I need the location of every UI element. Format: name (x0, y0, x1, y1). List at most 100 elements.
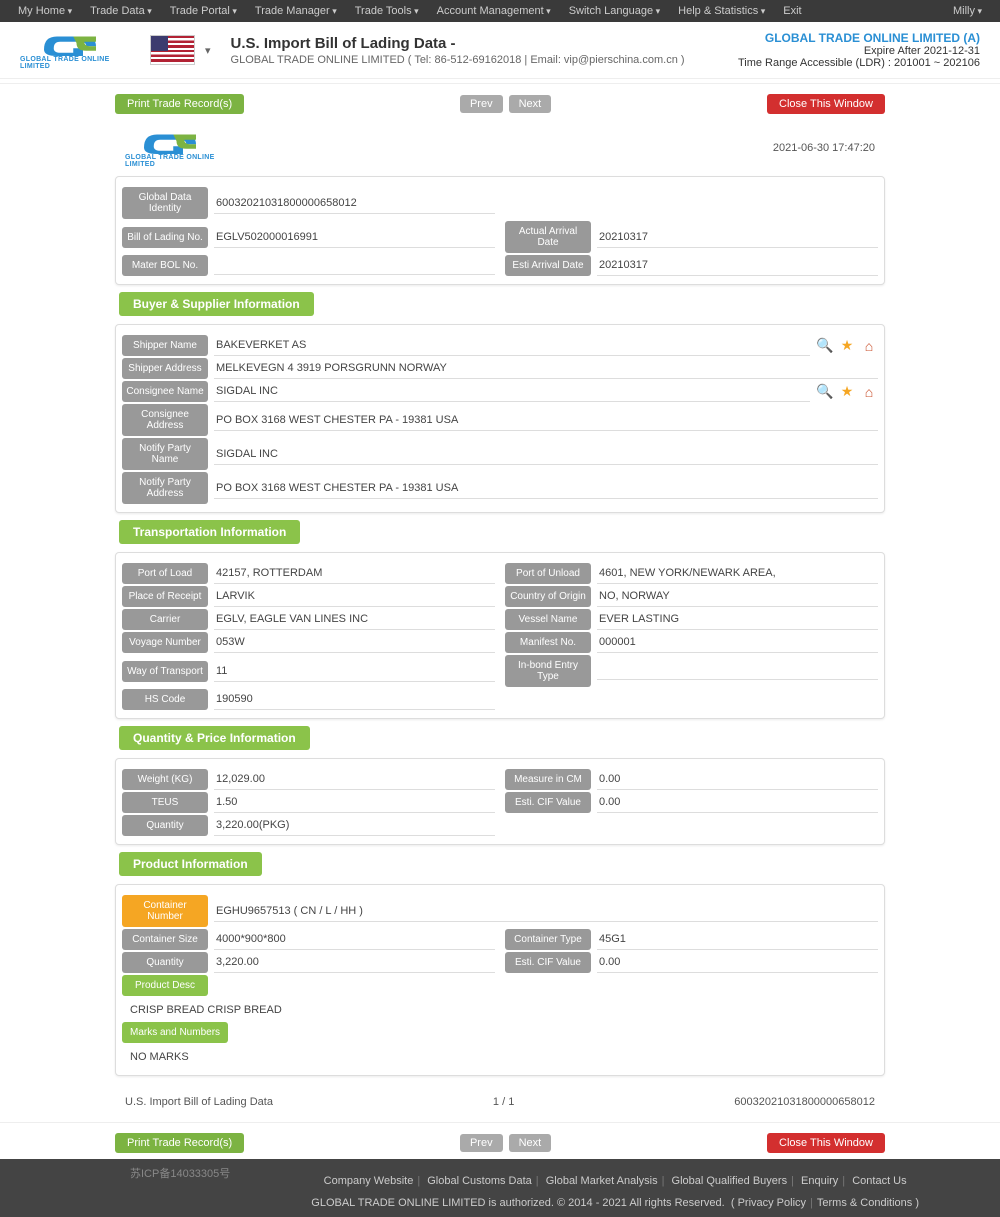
wot-value: 11 (214, 661, 495, 682)
measure-value: 0.00 (597, 769, 878, 790)
qty-panel: Weight (KG)12,029.00Measure in CM0.00 TE… (115, 758, 885, 845)
buyer-panel: Shipper NameBAKEVERKET AS 🔍★⌂ Shipper Ad… (115, 324, 885, 513)
record-footer: U.S. Import Bill of Lading Data 1 / 1 60… (115, 1086, 885, 1118)
action-bar-bottom: Print Trade Record(s) Prev Next Close Th… (115, 1127, 885, 1159)
notify-addr-value: PO BOX 3168 WEST CHESTER PA - 19381 USA (214, 478, 878, 499)
close-button[interactable]: Close This Window (767, 94, 885, 114)
prev-button[interactable]: Prev (460, 95, 503, 113)
timestamp: 2021-06-30 17:47:20 (773, 142, 875, 154)
coo-value: NO, NORWAY (597, 586, 878, 607)
star-icon[interactable]: ★ (838, 383, 856, 401)
print-button-bottom[interactable]: Print Trade Record(s) (115, 1133, 244, 1153)
container-no-value: EGHU9657513 ( CN / L / HH ) (214, 901, 878, 922)
bol-label: Bill of Lading No. (122, 227, 208, 248)
qty-value: 3,220.00(PKG) (214, 815, 495, 836)
nav-trade-data[interactable]: Trade Data (82, 2, 160, 20)
actual-value: 20210317 (597, 227, 878, 248)
product-panel: Container Number EGHU9657513 ( CN / L / H… (115, 884, 885, 1076)
manifest-value: 000001 (597, 632, 878, 653)
home-icon[interactable]: ⌂ (860, 337, 878, 355)
esti-label: Esti Arrival Date (505, 255, 591, 276)
weight-value: 12,029.00 (214, 769, 495, 790)
transport-section-title: Transportation Information (119, 520, 300, 544)
nav-my-home[interactable]: My Home (10, 2, 80, 20)
teus-value: 1.50 (214, 792, 495, 813)
link-buyers[interactable]: Global Qualified Buyers (672, 1175, 788, 1187)
inbond-value (597, 662, 878, 680)
vessel-value: EVER LASTING (597, 609, 878, 630)
link-privacy[interactable]: Privacy Policy (738, 1197, 806, 1209)
marks-label: Marks and Numbers (122, 1022, 228, 1043)
footer-page: 1 / 1 (493, 1096, 514, 1108)
nav-trade-portal[interactable]: Trade Portal (162, 2, 245, 20)
next-button[interactable]: Next (509, 95, 552, 113)
buyer-section-title: Buyer & Supplier Information (119, 292, 314, 316)
home-icon[interactable]: ⌂ (860, 383, 878, 401)
container-no-label: Container Number (122, 895, 208, 927)
search-icon[interactable]: 🔍 (816, 383, 834, 401)
por-value: LARVIK (214, 586, 495, 607)
link-company[interactable]: Company Website (324, 1175, 414, 1187)
product-section-title: Product Information (119, 852, 262, 876)
logo-subtitle: GLOBAL TRADE ONLINE LIMITED (20, 56, 120, 70)
close-button-bottom[interactable]: Close This Window (767, 1133, 885, 1153)
qty-section-title: Quantity & Price Information (119, 726, 310, 750)
expire-date: Expire After 2021-12-31 (738, 45, 980, 57)
pou-value: 4601, NEW YORK/NEWARK AREA, (597, 563, 878, 584)
cons-name-value: SIGDAL INC (214, 381, 810, 402)
cons-name-label: Consignee Name (122, 381, 208, 402)
pqty-value: 3,220.00 (214, 952, 495, 973)
record-logo: GLOBAL TRADE ONLINE LIMITED (125, 128, 215, 168)
pcif-value: 0.00 (597, 952, 878, 973)
link-terms[interactable]: Terms & Conditions (817, 1197, 912, 1209)
voyage-value: 053W (214, 632, 495, 653)
nav-account[interactable]: Account Management (429, 2, 559, 20)
flag-dropdown[interactable] (205, 44, 211, 57)
footer-id: 60032021031800000658012 (734, 1096, 875, 1108)
footer-links: Company Website| Global Customs Data| Gl… (230, 1169, 1000, 1193)
shipper-name-value: BAKEVERKET AS (214, 335, 810, 356)
action-bar-top: Print Trade Record(s) Prev Next Close Th… (115, 88, 885, 120)
header: GLOBAL TRADE ONLINE LIMITED U.S. Import … (0, 22, 1000, 79)
notify-name-value: SIGDAL INC (214, 444, 878, 465)
icp-text: 苏ICP备14033305号 (0, 1159, 230, 1217)
esti-value: 20210317 (597, 255, 878, 276)
bol-value: EGLV502000016991 (214, 227, 495, 248)
footer-left: U.S. Import Bill of Lading Data (125, 1096, 273, 1108)
print-button[interactable]: Print Trade Record(s) (115, 94, 244, 114)
time-range: Time Range Accessible (LDR) : 201001 ~ 2… (738, 57, 980, 69)
link-contact[interactable]: Contact Us (852, 1175, 906, 1187)
next-button-bottom[interactable]: Next (509, 1134, 552, 1152)
footer-copyright: GLOBAL TRADE ONLINE LIMITED is authorize… (230, 1193, 1000, 1217)
link-customs[interactable]: Global Customs Data (427, 1175, 532, 1187)
cif-value: 0.00 (597, 792, 878, 813)
cons-addr-label: Consignee Address (122, 404, 208, 436)
product-desc-label: Product Desc (122, 975, 208, 996)
star-icon[interactable]: ★ (838, 337, 856, 355)
type-value: 45G1 (597, 929, 878, 950)
shipper-addr-label: Shipper Address (122, 358, 208, 379)
nav-left: My Home Trade Data Trade Portal Trade Ma… (10, 2, 810, 20)
actual-label: Actual Arrival Date (505, 221, 591, 253)
mater-value (214, 257, 495, 275)
top-nav: My Home Trade Data Trade Portal Trade Ma… (0, 0, 1000, 22)
page-subtitle: GLOBAL TRADE ONLINE LIMITED ( Tel: 86-51… (231, 54, 738, 66)
nav-trade-manager[interactable]: Trade Manager (247, 2, 345, 20)
flag-icon (150, 35, 195, 65)
link-enquiry[interactable]: Enquiry (801, 1175, 838, 1187)
nav-user[interactable]: Milly (945, 2, 990, 20)
size-value: 4000*900*800 (214, 929, 495, 950)
nav-trade-tools[interactable]: Trade Tools (347, 2, 427, 20)
search-icon[interactable]: 🔍 (816, 337, 834, 355)
hs-value: 190590 (214, 689, 495, 710)
page-title: U.S. Import Bill of Lading Data - (231, 35, 738, 52)
transport-panel: Port of Load42157, ROTTERDAMPort of Unlo… (115, 552, 885, 719)
nav-help[interactable]: Help & Statistics (670, 2, 773, 20)
notify-name-label: Notify Party Name (122, 438, 208, 470)
cons-addr-value: PO BOX 3168 WEST CHESTER PA - 19381 USA (214, 410, 878, 431)
link-market[interactable]: Global Market Analysis (546, 1175, 658, 1187)
prev-button-bottom[interactable]: Prev (460, 1134, 503, 1152)
shipper-addr-value: MELKEVEGN 4 3919 PORSGRUNN NORWAY (214, 358, 878, 379)
nav-language[interactable]: Switch Language (561, 2, 668, 20)
nav-exit[interactable]: Exit (775, 2, 809, 20)
